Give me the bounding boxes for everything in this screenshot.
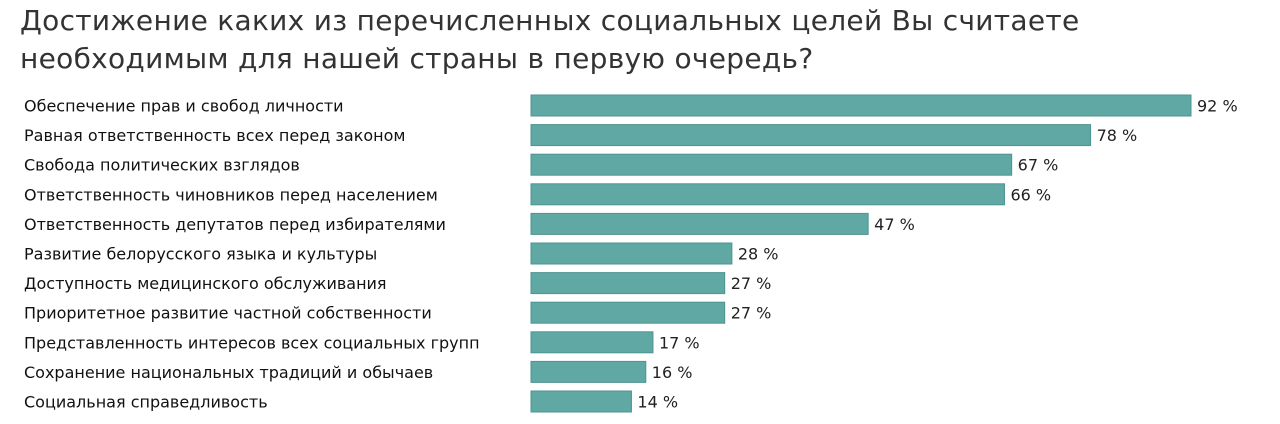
value-label: 92 %: [1197, 97, 1238, 116]
category-label: Представленность интересов всех социальн…: [24, 333, 480, 352]
category-label: Приоритетное развитие частной собственно…: [24, 304, 432, 323]
category-label: Доступность медицинского обслуживания: [24, 274, 387, 293]
value-label: 66 %: [1010, 185, 1051, 204]
category-label: Развитие белорусского языка и культуры: [24, 245, 377, 264]
chart-title: Достижение каких из перечисленных социал…: [20, 4, 1080, 75]
bar: [530, 153, 1013, 176]
bar: [530, 212, 869, 235]
category-label: Обеспечение прав и свобод личности: [24, 97, 344, 116]
value-label: 78 %: [1097, 126, 1138, 145]
value-label: 27 %: [731, 304, 772, 323]
category-label: Равная ответственность всех перед законо…: [24, 126, 405, 145]
value-label: 17 %: [659, 333, 700, 352]
value-label: 14 %: [637, 393, 678, 412]
value-label: 27 %: [731, 274, 772, 293]
value-label: 47 %: [874, 215, 915, 234]
bar: [530, 301, 726, 324]
category-label: Ответственность депутатов перед избирате…: [24, 215, 446, 234]
category-label: Свобода политических взглядов: [24, 156, 300, 175]
bar: [530, 94, 1192, 117]
category-label: Сохранение национальных традиций и обыча…: [24, 363, 433, 382]
category-label: Социальная справедливость: [24, 393, 268, 412]
bar: [530, 124, 1092, 147]
value-label: 28 %: [738, 245, 779, 264]
value-label: 16 %: [652, 363, 693, 382]
bar: [530, 331, 654, 354]
bar: [530, 183, 1005, 206]
category-label: Ответственность чиновников перед населен…: [24, 185, 438, 204]
value-label: 67 %: [1018, 156, 1059, 175]
bar: [530, 360, 647, 383]
bar: [530, 272, 726, 295]
bar: [530, 390, 632, 413]
bar: [530, 242, 733, 265]
